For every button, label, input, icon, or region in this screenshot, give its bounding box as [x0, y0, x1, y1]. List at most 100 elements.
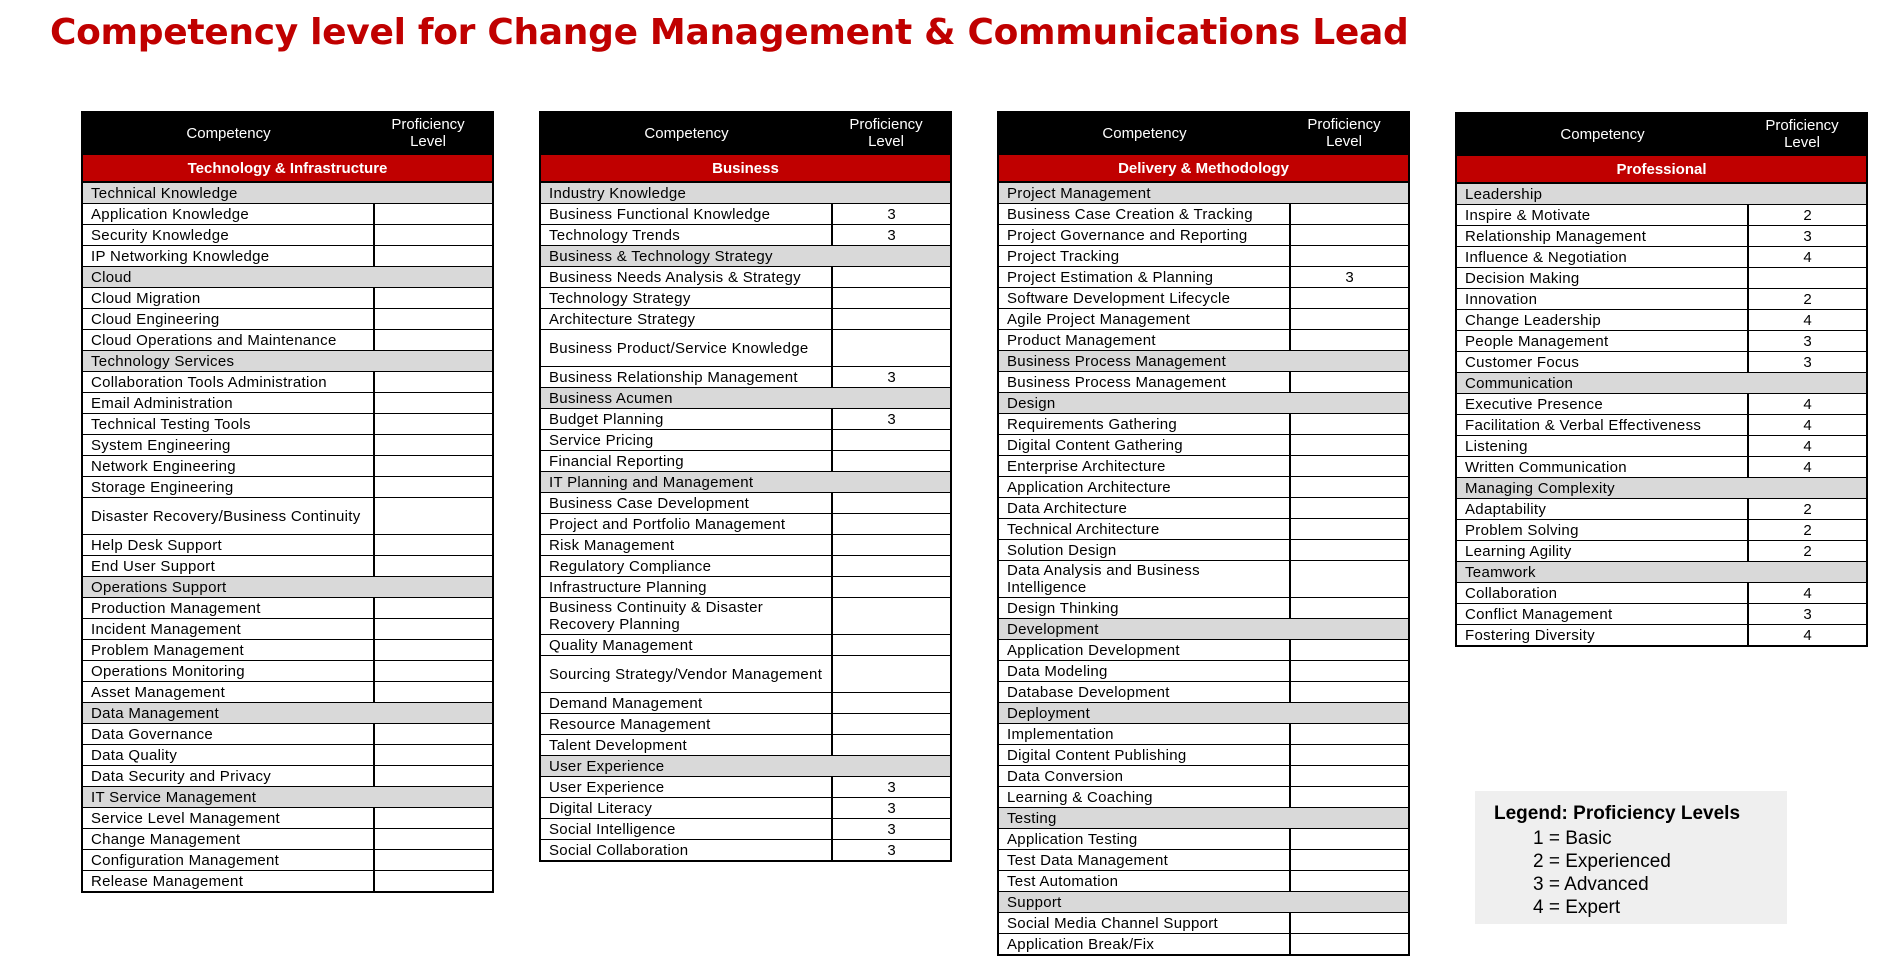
section-label: Data Management	[82, 702, 493, 724]
proficiency-level	[1290, 723, 1409, 745]
section-row: Development	[998, 618, 1409, 640]
competency-row: Budget Planning 3	[540, 408, 951, 430]
section-row: Operations Support	[82, 576, 493, 598]
competency-name: Application Testing	[998, 828, 1291, 850]
proficiency-level	[374, 870, 493, 893]
competency-row: Project and Portfolio Management	[540, 513, 951, 535]
proficiency-level	[832, 308, 951, 330]
competency-name: Infrastructure Planning	[540, 576, 833, 598]
competency-row: Application Knowledge	[82, 203, 493, 225]
legend-item: 4 = Expert	[1533, 897, 1621, 918]
competency-name: User Experience	[540, 776, 833, 798]
proficiency-level	[374, 723, 493, 745]
proficiency-level	[1290, 476, 1409, 498]
proficiency-level	[374, 660, 493, 682]
competency-row: Technical Testing Tools	[82, 413, 493, 435]
competency-name: Business Needs Analysis & Strategy	[540, 266, 833, 288]
section-label: Support	[998, 891, 1409, 913]
competency-name: Business Relationship Management	[540, 366, 833, 388]
proficiency-level: 3	[1290, 266, 1409, 288]
competency-row: Social Media Channel Support	[998, 912, 1409, 934]
competency-name: Solution Design	[998, 539, 1291, 561]
proficiency-level	[374, 849, 493, 871]
competency-row: Sourcing Strategy/Vendor Management	[540, 655, 951, 693]
competency-name: Listening	[1456, 435, 1749, 457]
competency-name: Software Development Lifecycle	[998, 287, 1291, 309]
competency-name: Technology Strategy	[540, 287, 833, 309]
competency-row: Enterprise Architecture	[998, 455, 1409, 477]
competency-row: Customer Focus 3	[1456, 351, 1867, 373]
competency-name: Executive Presence	[1456, 393, 1749, 415]
category-title: Delivery & Methodology	[998, 153, 1409, 183]
proficiency-level	[1290, 786, 1409, 808]
competency-name: Influence & Negotiation	[1456, 246, 1749, 268]
competency-name: Talent Development	[540, 734, 833, 756]
proficiency-level	[374, 639, 493, 661]
legend-item: 3 = Advanced	[1533, 874, 1649, 895]
section-label: Managing Complexity	[1456, 477, 1867, 499]
competency-name: Demand Management	[540, 692, 833, 714]
section-label: Business Acumen	[540, 387, 951, 409]
competency-name: Architecture Strategy	[540, 308, 833, 330]
section-row: Business Acumen	[540, 387, 951, 409]
competency-row: Executive Presence 4	[1456, 393, 1867, 415]
competency-column-header: Competency	[82, 112, 374, 154]
section-label: User Experience	[540, 755, 951, 777]
competency-name: Operations Monitoring	[82, 660, 375, 682]
competency-row: Operations Monitoring	[82, 660, 493, 682]
competency-name: Requirements Gathering	[998, 413, 1291, 435]
proficiency-level	[1290, 560, 1409, 598]
competency-name: Application Development	[998, 639, 1291, 661]
competency-row: Facilitation & Verbal Effectiveness 4	[1456, 414, 1867, 436]
legend: Legend: Proficiency Levels 1 = Basic 2 =…	[1475, 791, 1787, 924]
competency-row: Cloud Operations and Maintenance	[82, 329, 493, 351]
competency-column-header: Competency	[540, 112, 832, 154]
competency-name: Service Pricing	[540, 429, 833, 451]
competency-name: Digital Content Gathering	[998, 434, 1291, 456]
proficiency-level: 4	[1748, 393, 1867, 415]
proficiency-level: 3	[832, 408, 951, 430]
competency-name: Collaboration	[1456, 582, 1749, 604]
proficiency-column-header: Proficiency Level	[374, 112, 493, 154]
category-title: Business	[540, 153, 951, 183]
category-row: Professional	[1456, 154, 1867, 184]
proficiency-level	[1748, 267, 1867, 289]
table-header-row: Competency Proficiency Level	[1456, 113, 1867, 155]
section-row: Design	[998, 392, 1409, 414]
proficiency-level	[1290, 660, 1409, 682]
competency-row: Social Intelligence 3	[540, 818, 951, 840]
competency-row: Fostering Diversity 4	[1456, 624, 1867, 647]
proficiency-level: 4	[1748, 414, 1867, 436]
competency-name: Cloud Operations and Maintenance	[82, 329, 375, 351]
competency-row: Service Pricing	[540, 429, 951, 451]
competency-name: Problem Solving	[1456, 519, 1749, 541]
section-row: Managing Complexity	[1456, 477, 1867, 499]
competency-name: Risk Management	[540, 534, 833, 556]
proficiency-level	[1290, 497, 1409, 519]
competency-row: Requirements Gathering	[998, 413, 1409, 435]
competency-name: System Engineering	[82, 434, 375, 456]
proficiency-level	[1290, 849, 1409, 871]
competency-row: Digital Content Publishing	[998, 744, 1409, 766]
proficiency-level	[374, 224, 493, 246]
proficiency-level	[832, 597, 951, 635]
competency-row: Influence & Negotiation 4	[1456, 246, 1867, 268]
competency-row: Business Case Creation & Tracking	[998, 203, 1409, 225]
competency-name: Agile Project Management	[998, 308, 1291, 330]
proficiency-level: 2	[1748, 540, 1867, 562]
competency-row: Innovation 2	[1456, 288, 1867, 310]
competency-name: Technical Architecture	[998, 518, 1291, 540]
proficiency-level	[374, 245, 493, 267]
competency-row: Data Conversion	[998, 765, 1409, 787]
competency-name: Cloud Migration	[82, 287, 375, 309]
proficiency-level: 4	[1748, 246, 1867, 268]
proficiency-header-line2: Level	[410, 133, 446, 150]
proficiency-level	[374, 555, 493, 577]
proficiency-header-line2: Level	[868, 133, 904, 150]
competency-row: Project Governance and Reporting	[998, 224, 1409, 246]
competency-row: User Experience 3	[540, 776, 951, 798]
competency-row: Problem Solving 2	[1456, 519, 1867, 541]
competency-table-business: Competency Proficiency Level Business Indust…	[539, 111, 952, 862]
competency-row: Data Governance	[82, 723, 493, 745]
competency-row: Solution Design	[998, 539, 1409, 561]
